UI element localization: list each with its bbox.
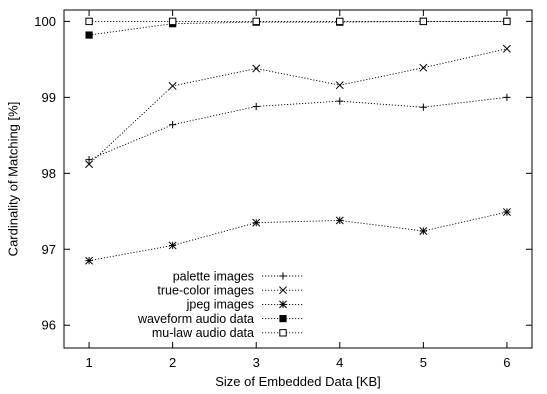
- data-point: [502, 44, 511, 53]
- data-point: [169, 121, 177, 129]
- y-axis-title: Cardinality of Matching [%]: [5, 102, 20, 257]
- legend-label: true-color images: [157, 284, 254, 298]
- data-point: [279, 314, 287, 323]
- data-point: [85, 17, 93, 26]
- x-tick-label: 3: [253, 355, 260, 370]
- y-tick-label: 97: [42, 242, 56, 257]
- data-point: [85, 31, 93, 39]
- data-point: [419, 103, 427, 111]
- data-point: [168, 82, 177, 90]
- data-point: [419, 227, 428, 235]
- data-point: [503, 93, 511, 101]
- data-point: [85, 160, 94, 169]
- legend-item: palette images: [173, 269, 304, 283]
- x-axis-title: Size of Embedded Data [KB]: [215, 374, 380, 389]
- data-point: [252, 218, 261, 227]
- x-tick-label: 5: [420, 355, 427, 370]
- y-tick-label: 100: [34, 14, 56, 29]
- x-tick-label: 4: [336, 355, 343, 370]
- series-line: [89, 20, 507, 36]
- legend-item: mu-law audio data: [152, 326, 304, 340]
- plot-frame: [63, 9, 533, 349]
- series-mu-law-audio-data: [85, 17, 511, 26]
- data-point: [252, 102, 260, 111]
- data-point: [85, 256, 94, 265]
- legend-label: mu-law audio data: [152, 326, 254, 340]
- data-point: [252, 17, 260, 26]
- series-layer: [85, 17, 511, 265]
- data-point: [279, 329, 287, 337]
- y-axis: 96 97 98 99 100: [34, 14, 532, 333]
- data-point: [168, 241, 177, 250]
- legend-item: waveform audio data: [137, 312, 304, 326]
- y-tick-label: 96: [42, 318, 56, 333]
- data-point: [279, 300, 287, 309]
- data-point: [168, 17, 177, 26]
- data-point: [503, 17, 511, 26]
- series-line: [88, 211, 508, 262]
- data-point: [419, 63, 428, 72]
- data-point: [335, 216, 344, 225]
- series-palette-images: [85, 93, 511, 164]
- y-tick-label: 98: [42, 166, 56, 181]
- series-line: [88, 48, 508, 165]
- data-point: [336, 97, 344, 105]
- legend-label: waveform audio data: [137, 312, 254, 326]
- data-point: [335, 81, 344, 90]
- data-point: [85, 156, 93, 164]
- plot-border: [63, 9, 533, 349]
- x-tick-label: 2: [169, 355, 176, 370]
- data-point: [419, 17, 428, 26]
- legend-label: jpeg images: [186, 298, 254, 312]
- data-point: [279, 286, 287, 295]
- legend-item: true-color images: [157, 284, 304, 298]
- legend-label: palette images: [173, 269, 254, 283]
- x-tick-label: 6: [503, 355, 510, 370]
- data-point: [252, 64, 261, 73]
- data-point: [279, 272, 287, 280]
- series-true-color-images: [85, 44, 511, 169]
- legend-item: jpeg images: [186, 298, 304, 312]
- x-axis: 1 2 3 4 5 6: [85, 10, 511, 370]
- data-point: [336, 17, 344, 26]
- series-jpeg-images: [85, 208, 511, 265]
- x-tick-label: 1: [85, 355, 92, 370]
- series-line: [88, 96, 507, 161]
- y-tick-label: 99: [42, 90, 56, 105]
- data-point: [502, 208, 511, 216]
